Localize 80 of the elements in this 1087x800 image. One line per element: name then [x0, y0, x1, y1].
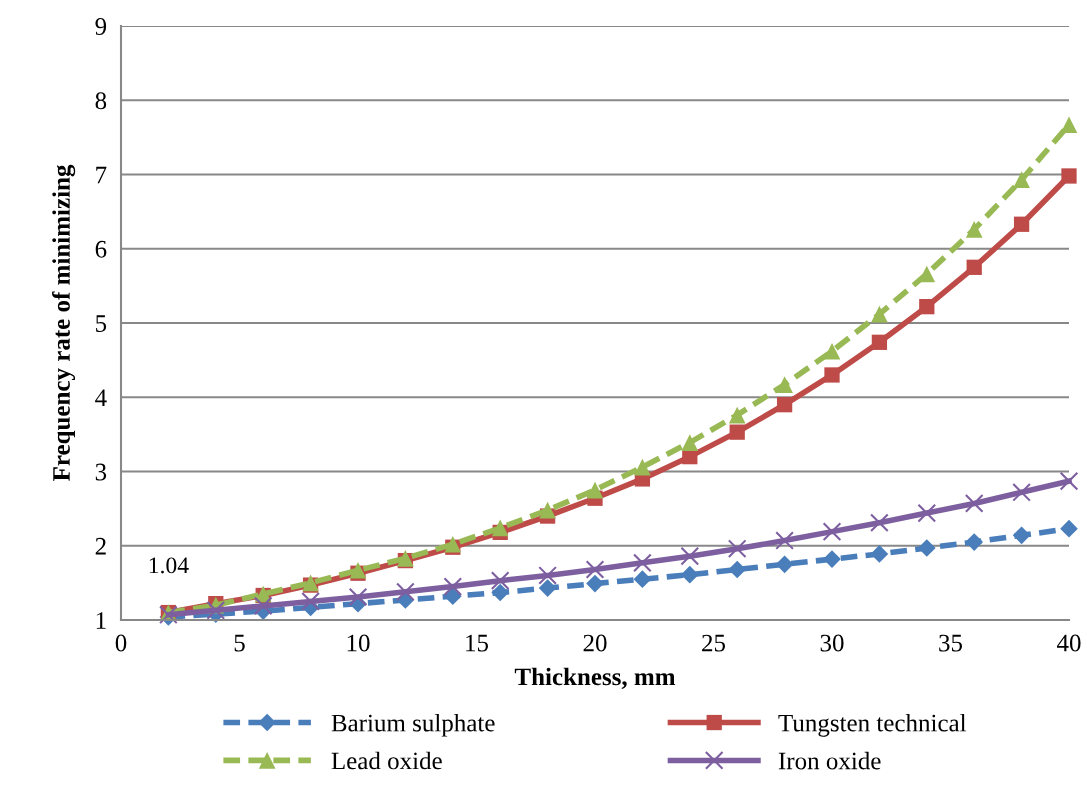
point [444, 535, 462, 553]
point [822, 522, 842, 542]
point [538, 579, 557, 597]
annotation: 1.04 [149, 557, 189, 574]
point [396, 582, 415, 602]
legend-label: Barium sulphate [331, 713, 495, 737]
y-tick-label: 8 [95, 92, 107, 110]
y-tick-label: 2 [95, 537, 106, 555]
point [586, 574, 604, 593]
legend-label: Tungsten technical [778, 713, 967, 737]
point [680, 546, 700, 566]
x-tick-label: 20 [583, 634, 607, 652]
point [634, 458, 651, 476]
point [964, 494, 984, 513]
point [871, 305, 888, 323]
point [823, 550, 841, 568]
x-tick-label: 15 [466, 634, 489, 652]
point [776, 397, 793, 413]
point [729, 424, 745, 440]
y-tick-label: 5 [96, 315, 107, 332]
x-axis-title: Thickness, mm [514, 667, 676, 689]
point [585, 560, 605, 579]
point [727, 539, 747, 559]
point [633, 570, 652, 588]
point [491, 519, 509, 537]
y-tick-label: 6 [95, 240, 107, 258]
x-tick-label: 40 [1056, 634, 1081, 652]
point [1012, 482, 1031, 502]
x-tick-label: 10 [347, 634, 370, 652]
point [728, 560, 747, 579]
point [1013, 171, 1030, 189]
point [1061, 168, 1077, 184]
point [539, 501, 556, 519]
y-tick-label: 1 [96, 612, 106, 629]
legend-label: Lead oxide [331, 751, 442, 770]
point [491, 583, 510, 602]
point [490, 571, 510, 591]
point [1059, 471, 1079, 491]
point [349, 561, 367, 579]
point [206, 600, 226, 620]
point [919, 299, 935, 315]
y-tick-label: 3 [95, 463, 107, 481]
x-tick-label: 5 [234, 634, 245, 652]
x-tick-label: 30 [820, 634, 844, 652]
point [1060, 116, 1078, 134]
point [538, 566, 557, 585]
x-tick-label: 35 [939, 634, 963, 652]
point [871, 334, 888, 350]
point [824, 367, 840, 383]
point [681, 434, 699, 451]
point [728, 406, 746, 424]
x-tick-label: 0 [115, 634, 127, 652]
y-tick-label: 4 [95, 389, 107, 406]
point [917, 539, 936, 557]
point [917, 503, 937, 523]
point [775, 555, 794, 574]
point [1013, 216, 1030, 232]
point [776, 376, 793, 393]
point [253, 596, 273, 616]
point [775, 531, 794, 550]
point [965, 221, 983, 238]
point [1012, 526, 1031, 545]
legend-label: Iron oxide [778, 751, 881, 770]
point [586, 481, 604, 499]
x-tick-label: 25 [702, 634, 726, 652]
point [1060, 519, 1078, 538]
y-tick-label: 7 [96, 166, 107, 184]
point [348, 587, 368, 607]
point [870, 513, 889, 533]
point [443, 577, 463, 596]
point [823, 342, 841, 360]
y-tick-label: 9 [95, 18, 107, 35]
y-axis-title: Frequency rate of minimizing [52, 164, 76, 481]
point [965, 533, 984, 551]
point [870, 545, 889, 563]
point [680, 565, 699, 584]
point [633, 553, 652, 573]
point [301, 592, 320, 611]
point [966, 259, 982, 275]
point [918, 265, 936, 283]
